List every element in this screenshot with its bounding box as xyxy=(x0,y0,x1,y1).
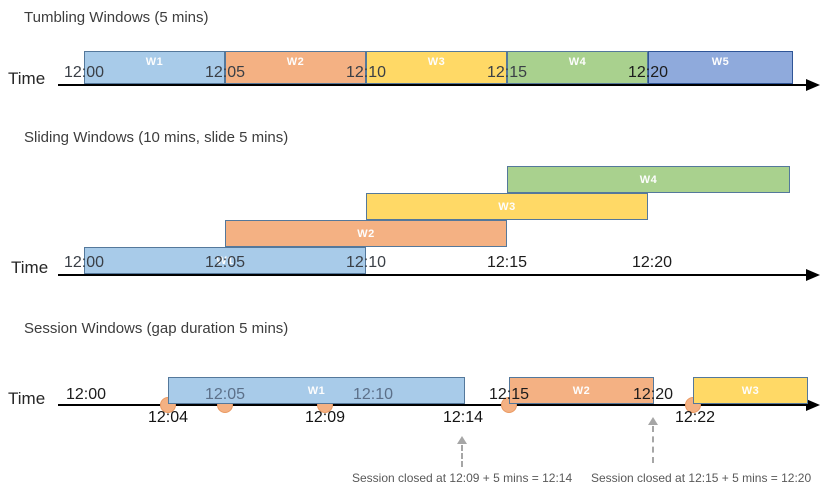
sliding-window-w4: W4 xyxy=(507,166,790,193)
tumbling-window-w1: W1 xyxy=(84,51,225,84)
sliding-tick-1215: 12:15 xyxy=(486,254,528,271)
session-closed-annotation-2: Session closed at 12:15 + 5 mins = 12:20 xyxy=(591,471,812,485)
tumbling-tick-1205: 12:05 xyxy=(204,64,246,81)
sliding-window-w3: W3 xyxy=(366,193,648,220)
session-inbar-tick-1205: 12:05 xyxy=(204,386,246,403)
tumbling-time-axis xyxy=(58,84,806,86)
session-window-w3-label: W3 xyxy=(741,384,760,397)
session-section-title: Session Windows (gap duration 5 mins) xyxy=(24,320,289,337)
tumbling-window-w3: W3 xyxy=(366,51,507,84)
session-inbar-tick-1210: 12:10 xyxy=(352,386,394,403)
tumbling-axis-arrow-icon xyxy=(806,79,820,91)
tumbling-window-w4: W4 xyxy=(507,51,648,84)
event-label-1222: 12:22 xyxy=(674,409,716,426)
sliding-axis-arrow-icon xyxy=(806,269,820,281)
event-label-1214: 12:14 xyxy=(442,409,484,426)
sliding-tick-1220: 12:20 xyxy=(631,254,673,271)
session-tick-1220: 12:20 xyxy=(632,386,674,403)
tumbling-tick-1210: 12:10 xyxy=(345,64,387,81)
event-label-1204: 12:04 xyxy=(147,409,189,426)
callout-arrow-1-line xyxy=(461,445,463,467)
sliding-window-w1-label: W1 xyxy=(216,254,234,267)
sliding-window-w4-label: W4 xyxy=(639,173,658,186)
session-window-w1: W1 xyxy=(168,377,465,404)
session-window-w3: W3 xyxy=(693,377,808,404)
session-tick-1200: 12:00 xyxy=(65,386,107,403)
sliding-time-axis xyxy=(58,274,806,276)
sliding-tick-1205: 12:05 xyxy=(204,254,246,271)
sliding-tick-1210: 12:10 xyxy=(345,254,387,271)
session-window-w1-label: W1 xyxy=(307,384,326,397)
tumbling-window-w1-label: W1 xyxy=(145,56,164,68)
session-axis-arrow-icon xyxy=(806,399,820,411)
sliding-time-axis-label: Time xyxy=(11,258,49,277)
tumbling-tick-1220: 12:20 xyxy=(627,64,669,81)
tumbling-window-w5-label: W5 xyxy=(711,56,730,68)
sliding-window-w2: W2 xyxy=(225,220,507,247)
sliding-section-title: Sliding Windows (10 mins, slide 5 mins) xyxy=(24,129,289,146)
session-window-w2-label: W2 xyxy=(572,384,591,397)
callout-arrow-2-line xyxy=(652,426,654,463)
tumbling-window-w4-label: W4 xyxy=(568,56,587,68)
session-time-axis-label: Time xyxy=(8,389,46,408)
tumbling-window-w3-label: W3 xyxy=(427,56,446,68)
session-closed-annotation-1: Session closed at 12:09 + 5 mins = 12:14 xyxy=(352,471,573,485)
callout-arrow-2-icon xyxy=(648,417,658,425)
sliding-window-w2-label: W2 xyxy=(357,227,375,240)
tumbling-window-w2: W2 xyxy=(225,51,366,84)
sliding-window-w3-label: W3 xyxy=(498,200,516,213)
tumbling-window-w5: W5 xyxy=(648,51,793,84)
sliding-tick-1200: 12:00 xyxy=(63,254,105,271)
event-label-1209: 12:09 xyxy=(304,409,346,426)
session-tick-1215: 12:15 xyxy=(488,386,530,403)
tumbling-section-title: Tumbling Windows (5 mins) xyxy=(24,9,209,26)
tumbling-tick-1215: 12:15 xyxy=(486,64,528,81)
tumbling-window-w2-label: W2 xyxy=(286,56,305,68)
tumbling-tick-1200: 12:00 xyxy=(63,64,105,81)
session-time-axis xyxy=(58,404,806,406)
session-window-w2: W2 xyxy=(509,377,654,404)
callout-arrow-1-icon xyxy=(457,436,467,444)
tumbling-time-axis-label: Time xyxy=(8,69,46,88)
sliding-window-w1: W1 xyxy=(84,247,366,274)
